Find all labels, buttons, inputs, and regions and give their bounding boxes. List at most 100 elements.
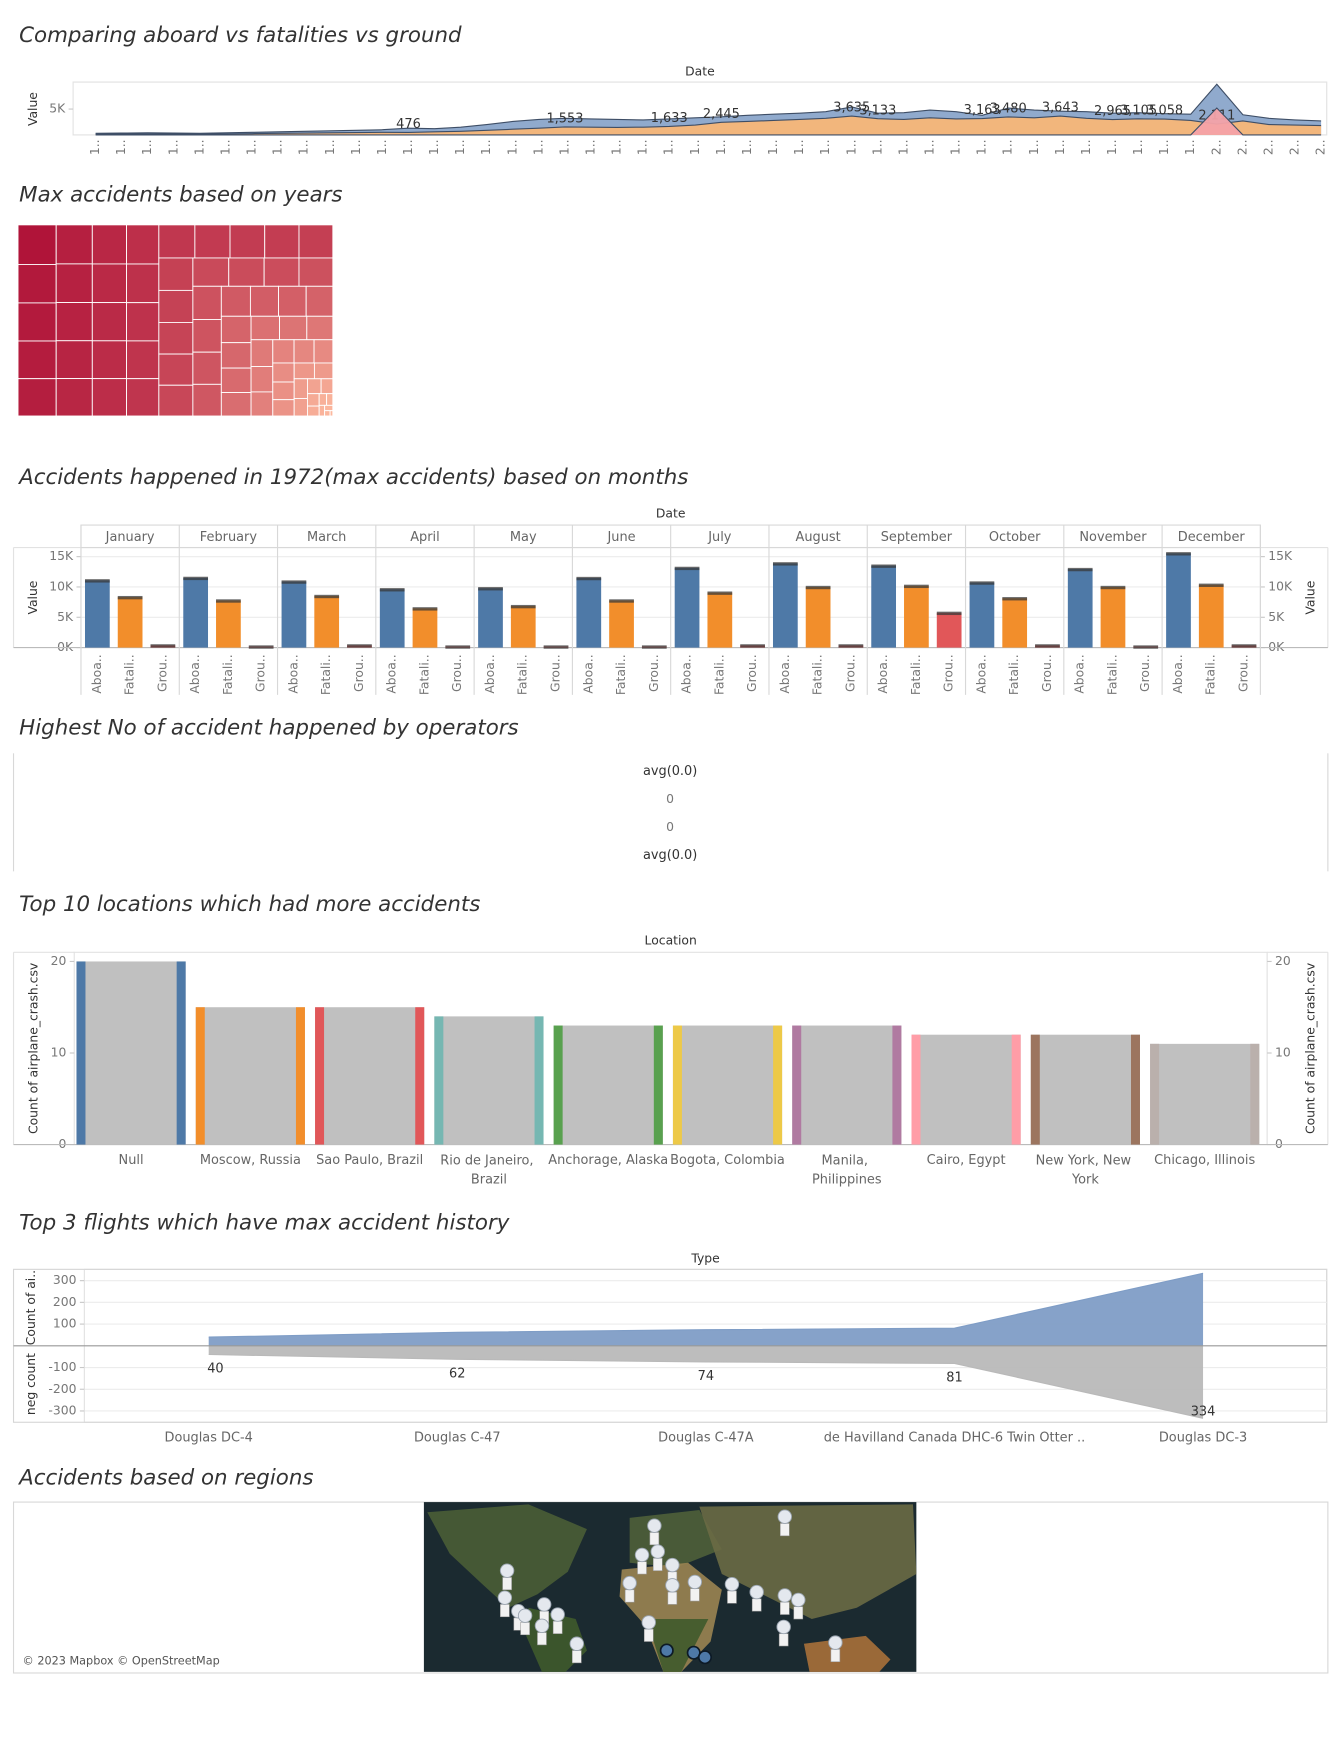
area-fill — [95, 116, 1322, 135]
land — [646, 1619, 709, 1672]
bar — [672, 1025, 783, 1145]
x-tick-label: 1.. — [218, 139, 232, 155]
treemap-cell — [126, 263, 160, 304]
bar-edge — [295, 1007, 305, 1145]
x-tick-label: Grou.. — [549, 654, 563, 692]
marker-tag — [502, 1577, 512, 1591]
x-tick-label: 1.. — [792, 139, 806, 155]
x-tick-label: 1.. — [1157, 139, 1171, 155]
column-header: September — [881, 530, 953, 545]
data-label: 2,445 — [703, 107, 740, 122]
treemap-cell — [313, 339, 334, 364]
treemap-cell — [55, 378, 93, 417]
treemap-cell — [318, 393, 328, 406]
marker-tag — [727, 1590, 737, 1604]
x-tick-label: Null — [119, 1153, 144, 1168]
x-tick-label: Manila, Philippines — [812, 1153, 882, 1187]
treemap-cell — [250, 315, 281, 341]
map-marker — [724, 1576, 740, 1592]
treemap-cell — [126, 340, 160, 380]
bar-edge — [415, 1007, 425, 1145]
x-tick-label: Aboa.. — [1073, 654, 1087, 693]
chart-title: Max accidents based on years — [19, 183, 342, 208]
map-marker — [537, 1597, 552, 1612]
treemap-cell — [249, 285, 279, 317]
treemap-cell — [293, 398, 308, 417]
text-label: avg(0.0) — [643, 848, 697, 863]
data-label: 62 — [449, 1366, 465, 1381]
treemap-cell — [192, 383, 222, 417]
map-marker — [828, 1635, 843, 1650]
bar-cap — [248, 645, 274, 649]
y-tick-label: 300 — [53, 1273, 77, 1287]
bar-cap — [314, 594, 340, 599]
x-tick-label: 1.. — [88, 139, 102, 155]
treemap-cell — [293, 362, 315, 380]
bar-cap — [347, 644, 372, 648]
x-tick-label: Aboa.. — [1171, 654, 1185, 693]
data-label: 1,553 — [546, 112, 583, 127]
x-tick-label: Grou.. — [1237, 654, 1251, 692]
treemap-cell — [272, 362, 295, 383]
area-line — [208, 1272, 1204, 1338]
x-tick-label: 1.. — [896, 139, 910, 155]
bar — [281, 581, 307, 648]
treemap-cell — [220, 342, 252, 369]
x-tick-label: 1.. — [1131, 139, 1145, 155]
treemap-cell — [91, 340, 127, 380]
map-marker — [647, 1518, 662, 1533]
bar — [478, 588, 503, 648]
treemap-cell — [264, 224, 300, 259]
bar-cap — [412, 607, 438, 611]
bar-cap — [1133, 645, 1159, 649]
bar — [183, 577, 209, 648]
x-tick-label: 2.. — [1235, 139, 1249, 155]
x-tick-label: Aboa.. — [188, 654, 202, 693]
treemap-cell — [326, 393, 334, 406]
chart-title: Top 10 locations which had more accident… — [19, 892, 480, 917]
bar-edge — [534, 1016, 544, 1145]
x-tick-label: Grou.. — [254, 654, 268, 692]
map-marker — [534, 1618, 550, 1633]
treemap-cell — [250, 391, 274, 417]
bar — [576, 577, 602, 648]
data-label: 334 — [1191, 1405, 1216, 1420]
bar — [772, 563, 798, 648]
marker-tag — [643, 1628, 654, 1642]
x-tick-label: Grou.. — [647, 654, 661, 692]
x-tick-label: 1.. — [1079, 139, 1093, 155]
treemap-cell — [158, 257, 194, 291]
treemap-cell — [220, 285, 251, 317]
bar-edge — [892, 1025, 902, 1145]
y-tick-label: -300 — [48, 1403, 76, 1417]
x-tick-label: 1.. — [192, 139, 206, 155]
bar-edge — [1030, 1034, 1040, 1145]
bar-edge — [792, 1025, 802, 1145]
x-tick-label: Fatali.. — [123, 654, 137, 695]
chart-title: Accidents happened in 1972(max accidents… — [17, 465, 688, 490]
x-tick-label: Chicago, Illinois — [1154, 1153, 1255, 1168]
x-tick-label: Grou.. — [155, 654, 169, 692]
column-header: October — [989, 530, 1041, 545]
treemap-cell — [263, 257, 300, 287]
bar-cap — [1231, 644, 1257, 648]
x-tick-label: 1.. — [375, 139, 389, 155]
map-marker — [622, 1575, 637, 1591]
bar-cap — [281, 580, 307, 584]
text-label: 0 — [666, 792, 674, 806]
treemap-cell — [306, 393, 320, 407]
treemap-cell — [220, 315, 252, 344]
x-tick-label: 1.. — [766, 139, 780, 155]
x-tick-label: 1.. — [870, 139, 884, 155]
bar-cap — [379, 588, 405, 592]
column-header: January — [105, 530, 155, 545]
column-header: June — [606, 530, 635, 545]
x-tick-label: Anchorage, Alaska — [548, 1153, 668, 1168]
x-tick-label: Grou.. — [843, 654, 857, 692]
bar-cap — [936, 611, 962, 616]
y-tick-label: -100 — [48, 1360, 76, 1374]
treemap-cell — [126, 302, 160, 342]
marker-tag — [778, 1633, 789, 1647]
x-tick-label: 1.. — [140, 139, 154, 155]
